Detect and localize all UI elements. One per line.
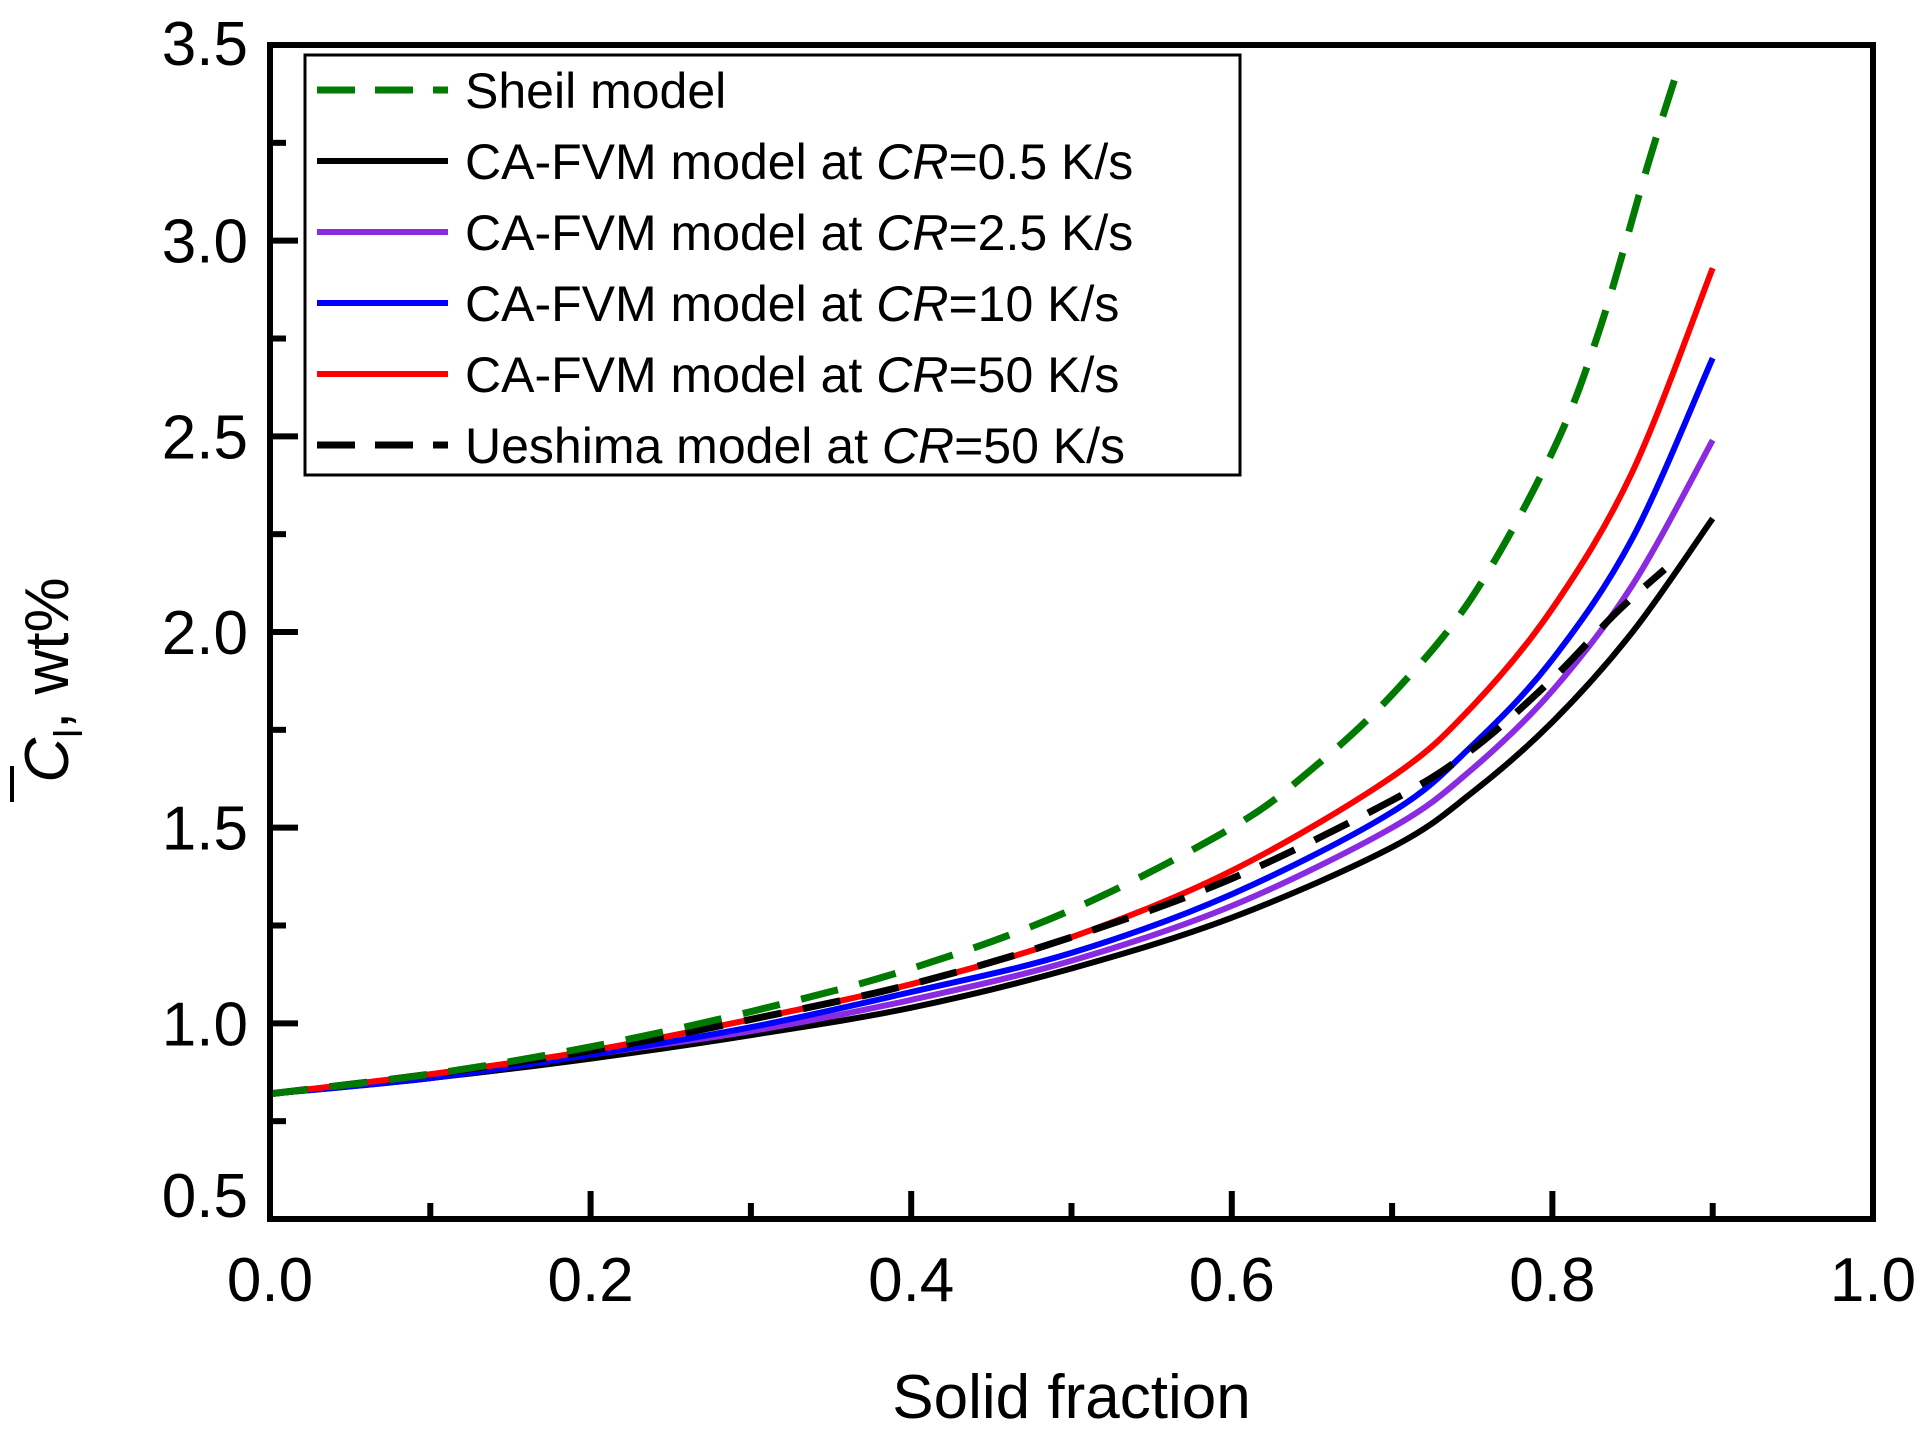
legend-box: [303, 53, 1242, 477]
series-line-1: [269, 516, 1716, 1097]
series-line-0: [269, 59, 1684, 1098]
ticks-layer: 0.0 0.2 0.4 0.6 0.8 1.0 0.5 1.0 1.5 2.0 2.5 3.0 3.5: [162, 10, 1916, 1315]
legend-label-4: CA-FVM model at CR=50 K/s: [465, 347, 1119, 403]
x-tick-label: 0.0: [227, 1246, 313, 1315]
legend-label-1: CA-FVM model at CR=0.5 K/s: [465, 134, 1133, 190]
y-axis-unit: , wt%: [13, 577, 82, 729]
x-tick-label: 0.8: [1509, 1246, 1595, 1315]
x-tick-label: 0.6: [1189, 1246, 1275, 1315]
series-layer: [269, 59, 1716, 1098]
y-tick-label: 2.5: [162, 403, 248, 472]
legend-label-0: Sheil model: [465, 63, 726, 119]
y-axis-title: Cl, wt%: [10, 577, 91, 802]
series-line-3: [269, 356, 1716, 1097]
plot-frame: [267, 42, 1876, 1222]
legend: Sheil model CA-FVM model at CR=0.5 K/s CA-…: [303, 53, 1242, 477]
legend-label-2: CA-FVM model at CR=2.5 K/s: [465, 205, 1133, 261]
y-axis-title-text: Cl, wt%: [13, 577, 91, 782]
y-tick-label: 3.5: [162, 10, 248, 79]
x-axis-title: Solid fraction: [892, 1363, 1250, 1432]
x-tick-label: 1.0: [1830, 1246, 1916, 1315]
y-tick-label: 0.5: [162, 1162, 248, 1231]
y-tick-label: 3.0: [162, 208, 248, 277]
series-line-5: [269, 566, 1667, 1098]
y-tick-label: 1.5: [162, 795, 248, 864]
legend-label-5: Ueshima model at CR=50 K/s: [465, 418, 1125, 474]
legend-label-3: CA-FVM model at CR=10 K/s: [465, 276, 1119, 332]
y-axis-subscript: l: [47, 729, 91, 738]
x-tick-label: 0.2: [547, 1246, 633, 1315]
y-axis-symbol: C: [13, 737, 82, 783]
x-tick-label: 0.4: [868, 1246, 954, 1315]
y-tick-label: 2.0: [162, 599, 248, 668]
y-tick-label: 1.0: [162, 990, 248, 1059]
